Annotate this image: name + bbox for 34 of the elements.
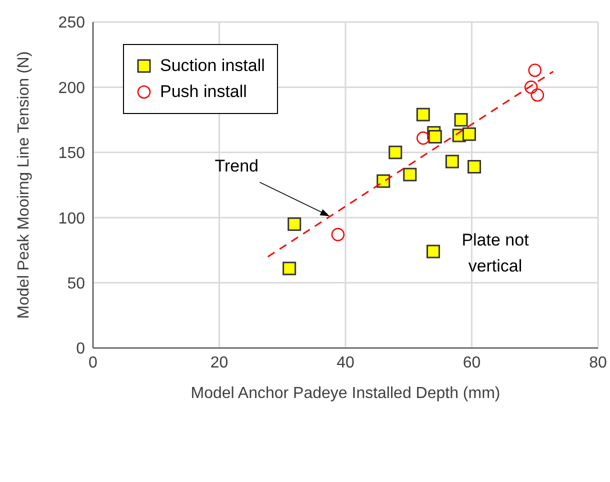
point xyxy=(530,88,544,102)
y-axis-title: Model Peak Mooirng Line Tension (N) xyxy=(16,51,33,319)
point xyxy=(428,130,442,144)
y-tick-label: 200 xyxy=(58,80,86,97)
point xyxy=(403,168,417,182)
y-tick-label: 50 xyxy=(67,275,86,292)
y-tick-label: 250 xyxy=(58,14,86,32)
legend-label: Suction install xyxy=(160,55,265,77)
point xyxy=(524,80,538,94)
y-tick-label: 0 xyxy=(76,340,86,358)
annotation: Plate not vertical xyxy=(462,230,530,276)
point xyxy=(468,160,482,174)
point xyxy=(462,127,476,141)
point xyxy=(331,228,345,242)
x-tick-label: 0 xyxy=(88,354,98,372)
point xyxy=(454,113,468,127)
x-tick-label: 60 xyxy=(462,354,481,372)
point xyxy=(282,262,296,276)
x-tick-label: 80 xyxy=(589,354,607,372)
y-tick-label: 100 xyxy=(58,210,86,228)
point xyxy=(376,174,390,188)
legend-label: Push install xyxy=(160,81,247,103)
point xyxy=(388,146,402,160)
point xyxy=(416,131,430,145)
point xyxy=(528,64,542,77)
point xyxy=(288,217,302,231)
point xyxy=(426,244,440,258)
x-tick-label: 40 xyxy=(336,354,354,372)
y-tick-label: 150 xyxy=(58,145,86,162)
point xyxy=(445,154,459,168)
annotation: Trend xyxy=(214,156,258,176)
x-axis-title: Model Anchor Padeye Installed Depth (mm) xyxy=(190,385,500,402)
x-tick-label: 20 xyxy=(210,354,228,372)
point xyxy=(416,108,430,122)
